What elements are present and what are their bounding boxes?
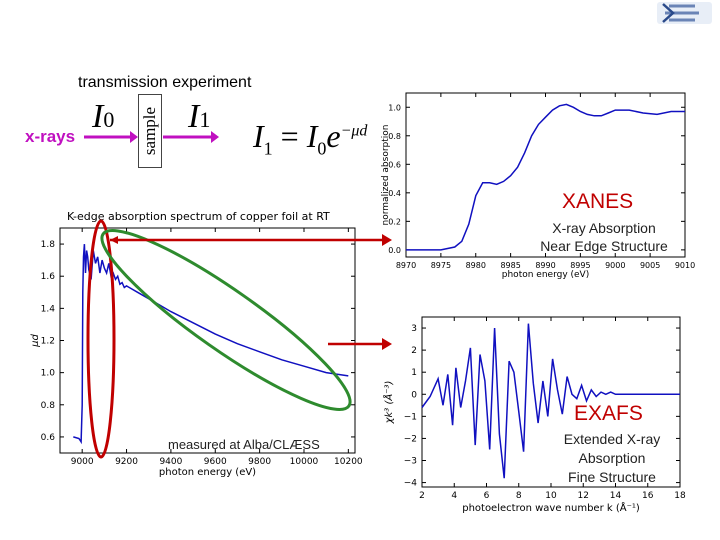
transmitted-intensity: I1 <box>188 98 211 135</box>
logo-icon <box>657 2 712 24</box>
y-tick-label: 0.4 <box>388 189 401 198</box>
y-axis-label: μd <box>30 333 41 347</box>
data-line <box>406 103 685 251</box>
exafs-title: EXAFS <box>574 402 643 425</box>
x-tick-label: 14 <box>610 491 622 501</box>
y-tick-label: 1.8 <box>41 240 56 250</box>
x-tick-label: 9800 <box>248 457 271 467</box>
y-tick-label: 0.0 <box>388 246 401 255</box>
x-tick-label: 9000 <box>605 261 625 270</box>
x-tick-label: 9200 <box>115 457 138 467</box>
y-tick-label: −2 <box>404 434 417 444</box>
y-axis-label: χk³ (Å⁻³) <box>382 381 395 425</box>
xanes-title: XANES <box>562 190 634 213</box>
x-axis-label: photon energy (eV) <box>502 270 589 280</box>
plot-frame <box>421 316 681 488</box>
experiment-title: transmission experiment <box>78 74 252 91</box>
x-axis-label: photon energy (eV) <box>159 467 256 478</box>
y-tick-label: 0.6 <box>388 160 401 169</box>
chart-title: K-edge absorption spectrum of copper foi… <box>67 210 330 223</box>
y-tick-label: 0.2 <box>388 217 401 226</box>
exafs-description: Extended X-ray Absorption Fine Structure <box>563 431 661 485</box>
x-tick-label: 6 <box>484 491 490 501</box>
plot-frame <box>405 92 686 258</box>
x-tick-label: 9005 <box>640 261 660 270</box>
incident-intensity: I0 <box>92 98 115 135</box>
x-tick-label: 12 <box>578 491 589 501</box>
xanes-description: X-ray Absorption Near Edge Structure <box>540 220 668 254</box>
data-line <box>421 323 680 479</box>
beer-lambert-equation: I1 = I0e−μd <box>253 118 368 159</box>
y-tick-label: 1.2 <box>41 337 55 347</box>
y-tick-label: 0.8 <box>388 132 401 141</box>
x-tick-label: 18 <box>674 491 686 501</box>
x-tick-label: 8995 <box>570 261 590 270</box>
sample-label: sample <box>140 106 159 156</box>
x-tick-label: 9010 <box>675 261 695 270</box>
y-tick-label: 1.4 <box>41 304 56 314</box>
x-tick-label: 8990 <box>535 261 555 270</box>
y-tick-label: 0.6 <box>41 433 56 443</box>
y-tick-label: −3 <box>404 457 417 467</box>
x-tick-label: 8985 <box>500 261 520 270</box>
x-tick-label: 4 <box>451 491 457 501</box>
x-tick-label: 10000 <box>290 457 319 467</box>
plot-frame <box>59 227 356 454</box>
y-tick-label: 1 <box>411 368 417 378</box>
x-tick-label: 9600 <box>204 457 227 467</box>
x-tick-label: 8970 <box>396 261 416 270</box>
measurement-note: measured at Alba/CLÆSS <box>168 437 320 452</box>
x-tick-label: 10 <box>545 491 557 501</box>
x-tick-label: 8975 <box>431 261 451 270</box>
xanes-chart: 8970 8975 8980 8985 8990 8995 9000 9005 9010 0.0 0… <box>381 92 695 280</box>
y-tick-label: 0.8 <box>41 401 56 411</box>
x-axis-label: photoelectron wave number k (Å⁻¹) <box>462 501 640 514</box>
y-tick-label: −4 <box>404 479 418 489</box>
beam-arrow-out <box>163 131 219 143</box>
y-tick-label: 3 <box>411 324 417 334</box>
x-tick-label: 9000 <box>71 457 94 467</box>
x-tick-label: 10200 <box>334 457 363 467</box>
y-tick-label: 2 <box>411 346 417 356</box>
x-tick-label: 8 <box>516 491 522 501</box>
x-tick-label: 9400 <box>159 457 182 467</box>
beam-arrow-in <box>84 131 138 143</box>
y-tick-label: 1.0 <box>388 103 401 112</box>
y-tick-label: 1.6 <box>41 272 56 282</box>
exafs-chart: 2 4 6 8 10 12 14 16 18−4−3−2−10123photoelectron … <box>382 316 686 514</box>
sample-box: sample <box>138 94 162 168</box>
y-tick-label: −1 <box>404 412 417 422</box>
y-axis-label: normalized absorption <box>381 125 391 226</box>
x-tick-label: 2 <box>419 491 425 501</box>
x-tick-label: 8980 <box>466 261 486 270</box>
y-tick-label: 0 <box>411 390 417 400</box>
beam-label: x-rays <box>25 127 76 146</box>
x-tick-label: 16 <box>642 491 654 501</box>
y-tick-label: 1.0 <box>41 369 56 379</box>
